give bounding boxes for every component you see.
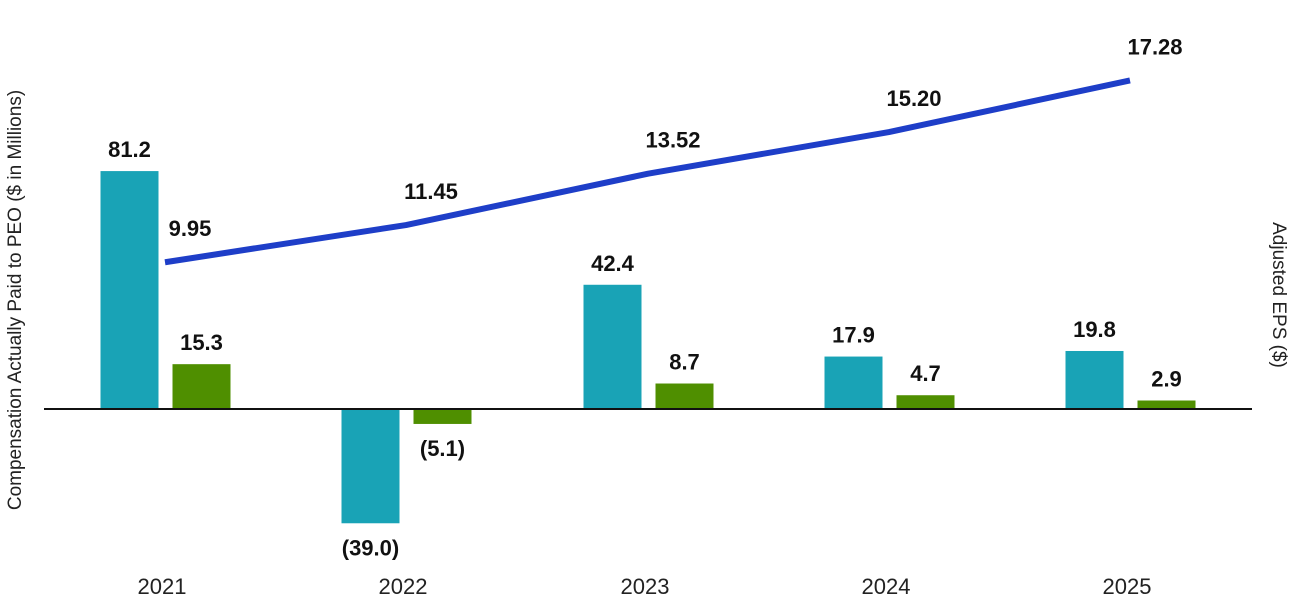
eps-line [164,77,1131,266]
bar-tsr-2023 [655,383,714,409]
bar-cap-2022 [341,409,400,524]
data-label-bar-cap-2022: (39.0) [342,535,399,560]
data-label-bar-cap-2021: 81.2 [108,137,151,162]
data-label-bar-tsr-2023: 8.7 [669,350,700,375]
bar-tsr-2024 [896,395,955,409]
bar-tsr-2021 [172,364,231,409]
data-label-bar-cap-2024: 17.9 [832,323,875,348]
data-label-bar-tsr-2024: 4.7 [910,361,941,386]
bar-tsr-2025 [1137,400,1196,409]
x-axis-ticks: 2021 2022 2023 2024 2025 [138,574,1152,599]
data-label-eps-2021: 9.95 [169,216,212,241]
bar-cap-2023 [583,284,642,409]
x-tick-2022: 2022 [379,574,428,599]
data-label-eps-2024: 15.20 [886,86,941,111]
data-label-eps-2022: 11.45 [404,179,458,204]
bar-cap-2025 [1065,350,1124,409]
y2-axis-label: Adjusted EPS ($) [1268,222,1289,368]
data-label-bar-tsr-2025: 2.9 [1151,367,1182,392]
data-label-bar-tsr-2021: 15.3 [180,330,223,355]
x-tick-2021: 2021 [138,574,187,599]
eps-line-layer [164,77,1131,266]
data-label-bar-cap-2023: 42.4 [591,251,635,276]
bars-layer [100,171,1196,524]
data-label-bar-cap-2025: 19.8 [1073,317,1116,342]
bar-cap-2021 [100,171,159,409]
x-tick-2024: 2024 [862,574,911,599]
data-label-bar-tsr-2022: (5.1) [420,436,465,461]
x-tick-2025: 2025 [1103,574,1152,599]
y-axis-label: Compensation Actually Paid to PEO ($ in … [5,89,26,511]
bar-cap-2024 [824,356,883,409]
data-label-eps-2025: 17.28 [1127,34,1182,59]
data-label-eps-2023: 13.52 [645,128,700,153]
data-labels-layer: 81.2 (39.0) 42.4 17.9 19.8 15.3 (5.1) 8.7 4.7 2.9… [108,34,1182,560]
x-tick-2023: 2023 [621,574,670,599]
bar-tsr-2022 [413,409,472,424]
